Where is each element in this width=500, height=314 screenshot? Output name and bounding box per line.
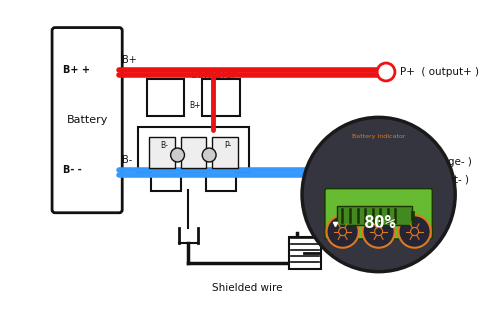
Text: B+: B+ (190, 101, 201, 110)
Text: Battery: Battery (66, 115, 108, 125)
FancyBboxPatch shape (52, 28, 122, 213)
FancyBboxPatch shape (149, 137, 174, 168)
FancyBboxPatch shape (138, 127, 248, 173)
Text: B-: B- (122, 155, 132, 165)
FancyBboxPatch shape (338, 206, 412, 225)
FancyBboxPatch shape (289, 237, 321, 269)
Circle shape (338, 228, 346, 236)
Circle shape (398, 215, 430, 248)
FancyBboxPatch shape (202, 79, 240, 116)
Circle shape (302, 117, 455, 272)
FancyBboxPatch shape (206, 171, 236, 191)
FancyBboxPatch shape (151, 171, 180, 191)
Circle shape (374, 228, 382, 236)
Text: P-: P- (224, 141, 232, 149)
Text: B-: B- (160, 141, 168, 149)
Circle shape (377, 63, 395, 81)
Circle shape (202, 148, 216, 162)
Text: P+  ( output+ ): P+ ( output+ ) (400, 67, 479, 77)
Text: B- -: B- - (63, 165, 82, 175)
Bar (411, 211, 414, 219)
Text: B+: B+ (122, 55, 137, 65)
Circle shape (170, 148, 184, 162)
Circle shape (410, 228, 418, 236)
Text: 80%: 80% (364, 214, 397, 232)
Text: Sampler: Sampler (190, 70, 236, 80)
FancyBboxPatch shape (325, 189, 432, 239)
FancyBboxPatch shape (147, 79, 184, 116)
Circle shape (362, 215, 394, 248)
FancyBboxPatch shape (180, 137, 206, 168)
Text: Shielded wire: Shielded wire (212, 283, 283, 293)
Text: Battery Indicator: Battery Indicator (352, 134, 406, 139)
Text: P-  ( output- ): P- ( output- ) (400, 175, 469, 185)
Text: B+ +: B+ + (63, 65, 90, 75)
Text: C-  ( charge- ): C- ( charge- ) (400, 157, 471, 167)
Circle shape (377, 163, 395, 181)
FancyBboxPatch shape (212, 137, 238, 168)
Circle shape (326, 215, 358, 248)
